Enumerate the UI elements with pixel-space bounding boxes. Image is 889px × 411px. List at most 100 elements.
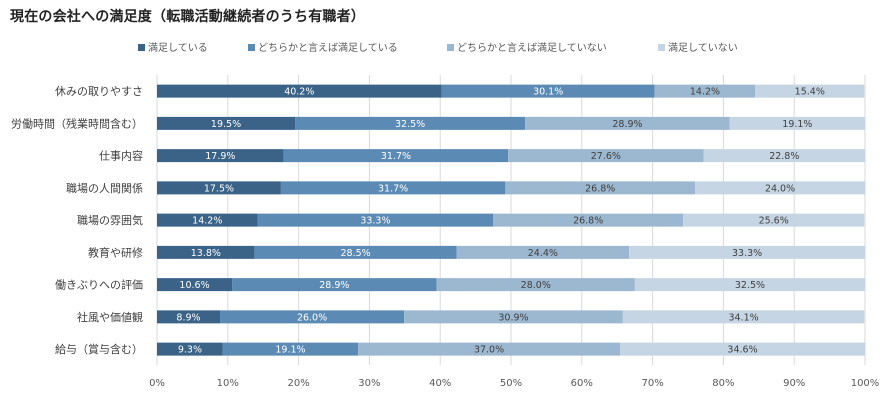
bar-segment <box>257 213 494 227</box>
category-label: 働きぶりへの評価 <box>55 278 143 292</box>
bar-segment <box>157 278 233 292</box>
x-tick-label: 20% <box>287 378 309 389</box>
data-label: 31.7% <box>381 151 411 162</box>
data-label: 37.0% <box>474 345 504 356</box>
bar-segment <box>508 149 704 163</box>
data-label: 24.0% <box>765 183 795 194</box>
legend-swatch <box>248 44 255 51</box>
legend-label: どちらかと言えば満足している <box>258 41 398 54</box>
bar-segment <box>280 181 506 195</box>
bar-segment <box>222 342 359 356</box>
data-label: 19.1% <box>275 345 305 356</box>
bar-segment <box>629 245 865 259</box>
data-label: 14.2% <box>690 87 720 98</box>
data-label: 31.7% <box>378 183 408 194</box>
data-label: 27.6% <box>591 151 621 162</box>
data-label: 33.3% <box>732 248 762 259</box>
bar-segment <box>254 245 457 259</box>
category-label: 教育や研修 <box>88 245 143 259</box>
bar-segment <box>232 278 437 292</box>
data-label: 26.0% <box>297 312 327 323</box>
bar-segment <box>505 181 696 195</box>
bar-segment <box>525 116 730 130</box>
bar-segment <box>157 310 221 324</box>
bar-segment <box>441 84 655 98</box>
data-label: 13.8% <box>191 248 221 259</box>
data-label: 24.4% <box>528 248 558 259</box>
legend-swatch <box>447 44 454 51</box>
category-label: 休みの取りやすさ <box>55 85 143 98</box>
category-label: 労働時間（残業時間含む） <box>11 116 143 130</box>
data-label: 8.9% <box>176 312 200 323</box>
category-label: 職場の雰囲気 <box>77 213 143 227</box>
bar-segment <box>456 245 630 259</box>
data-label: 26.8% <box>585 183 615 194</box>
data-label: 30.9% <box>498 312 528 323</box>
x-tick-label: 10% <box>217 378 239 389</box>
legend: 満足している どちらかと言えば満足している どちらかと言えば満足していない 満足してい… <box>138 41 738 54</box>
x-tick-label: 60% <box>571 378 593 389</box>
legend-swatch <box>658 44 665 51</box>
bar-segment <box>283 149 509 163</box>
data-label: 33.3% <box>360 216 390 227</box>
legend-label: 満足していない <box>668 42 738 54</box>
x-tick-label: 90% <box>783 378 805 389</box>
x-tick-label: 100% <box>851 378 880 389</box>
bar-segment <box>620 342 865 356</box>
bar-segment <box>157 342 223 356</box>
bar-segment <box>157 84 442 98</box>
bar-segment <box>634 278 865 292</box>
x-tick-label: 80% <box>712 378 734 389</box>
bar-segment <box>157 245 255 259</box>
data-label: 10.6% <box>179 280 209 291</box>
bar-segment <box>683 213 865 227</box>
bar-segment <box>703 149 865 163</box>
bar-segment <box>755 84 865 98</box>
data-label: 19.1% <box>782 119 812 130</box>
legend-swatch <box>138 44 145 51</box>
bar-segment <box>729 116 865 130</box>
category-label: 社風や価値観 <box>77 310 143 324</box>
x-axis-ticks: 0% 10% 20% 30% 40% 50% 60% 70% 80% 90% 100% <box>149 378 879 389</box>
x-tick-label: 30% <box>358 378 380 389</box>
bar-segment <box>157 116 296 130</box>
bar-segment <box>654 84 756 98</box>
legend-label: どちらかと言えば満足していない <box>457 41 607 54</box>
data-label: 30.1% <box>533 87 563 98</box>
category-label: 仕事内容 <box>99 149 143 163</box>
data-label: 40.2% <box>284 87 314 98</box>
chart-title: 現在の会社への満足度（転職活動継続者のうち有職者） <box>10 9 365 25</box>
category-label: 給与（賞与含む） <box>55 342 143 356</box>
data-label: 34.6% <box>727 345 757 356</box>
x-tick-label: 0% <box>149 378 165 389</box>
category-label: 職場の人間関係 <box>66 182 143 195</box>
data-label: 28.9% <box>612 119 642 130</box>
bar-segment <box>436 278 635 292</box>
bar-segment <box>220 310 405 324</box>
legend-label: 満足している <box>148 42 208 54</box>
bar-segment <box>157 213 258 227</box>
data-label: 34.1% <box>728 312 758 323</box>
data-label: 15.4% <box>795 87 825 98</box>
bar-segment <box>358 342 621 356</box>
data-label: 9.3% <box>178 345 202 356</box>
x-tick-label: 50% <box>500 378 522 389</box>
x-tick-label: 40% <box>429 378 451 389</box>
data-label: 17.9% <box>205 151 235 162</box>
data-label: 14.2% <box>192 216 222 227</box>
bars: 40.2% 30.1% 14.2% 15.4% 19.5% 32.5% 28.9% 19.1%… <box>157 84 865 356</box>
bar-segment <box>404 310 623 324</box>
data-label: 26.8% <box>573 216 603 227</box>
data-label: 32.5% <box>735 280 765 291</box>
data-label: 22.8% <box>769 151 799 162</box>
data-label: 25.6% <box>759 216 789 227</box>
data-label: 28.0% <box>521 280 551 291</box>
x-tick-label: 70% <box>641 378 663 389</box>
data-label: 32.5% <box>395 119 425 130</box>
bar-segment <box>493 213 684 227</box>
bar-segment <box>295 116 526 130</box>
data-label: 19.5% <box>211 119 241 130</box>
bar-segment <box>622 310 865 324</box>
